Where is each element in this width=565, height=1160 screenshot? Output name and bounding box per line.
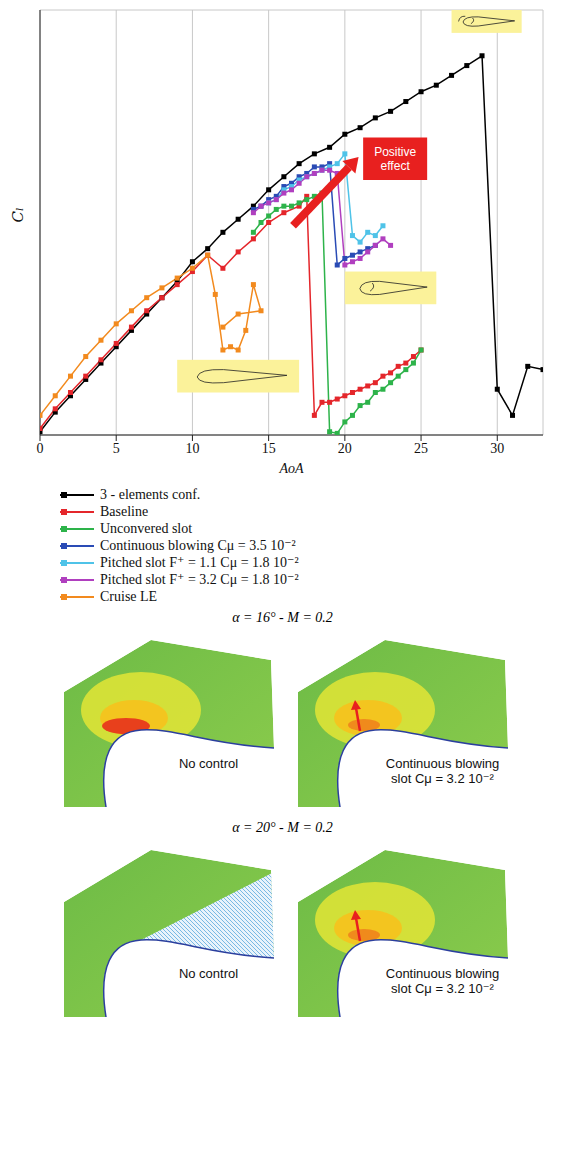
svg-text:5: 5 bbox=[113, 441, 120, 456]
html-text:3 - elements conf.: 3 - elements conf. bbox=[100, 486, 201, 502]
svg-text:AoA: AoA bbox=[278, 461, 304, 476]
html-text:Unconvered slot: Unconvered slot bbox=[100, 520, 193, 536]
svg-text:10: 10 bbox=[185, 441, 199, 456]
html-text:Cruise LE: Cruise LE bbox=[100, 588, 158, 604]
html-text:Continuous blowing slot Cμ = 3: Continuous blowing slot Cμ = 3.2 10⁻² bbox=[385, 966, 500, 996]
html-text:No control: No control bbox=[178, 756, 239, 771]
html-text:α = 16° - M = 0.2: α = 16° - M = 0.2 bbox=[232, 610, 333, 625]
html-text:α = 20° - M = 0.2: α = 20° - M = 0.2 bbox=[232, 820, 333, 835]
svg-text:Cₗ: Cₗ bbox=[9, 207, 27, 222]
svg-text:0: 0 bbox=[37, 441, 44, 456]
html-text:Pitched slot F⁺ = 1.1 Cμ = 1.8: Pitched slot F⁺ = 1.1 Cμ = 1.8 10⁻² bbox=[100, 555, 299, 570]
html-text:No control: No control bbox=[178, 966, 239, 981]
html-text:Continuous blowing slot Cμ = 3: Continuous blowing slot Cμ = 3.2 10⁻² bbox=[385, 756, 500, 786]
html-text:Baseline: Baseline bbox=[100, 503, 149, 519]
svg-text:Positiveeffect: Positiveeffect bbox=[374, 145, 416, 173]
svg-text:15: 15 bbox=[262, 441, 276, 456]
svg-text:30: 30 bbox=[490, 441, 504, 456]
svg-text:20: 20 bbox=[338, 441, 352, 456]
html-text:Continuous blowing Cμ = 3.5 10: Continuous blowing Cμ = 3.5 10⁻² bbox=[100, 538, 296, 553]
html-text:Pitched slot F⁺ = 3.2 Cμ = 1.8: Pitched slot F⁺ = 3.2 Cμ = 1.8 10⁻² bbox=[100, 572, 299, 587]
svg-text:25: 25 bbox=[414, 441, 428, 456]
